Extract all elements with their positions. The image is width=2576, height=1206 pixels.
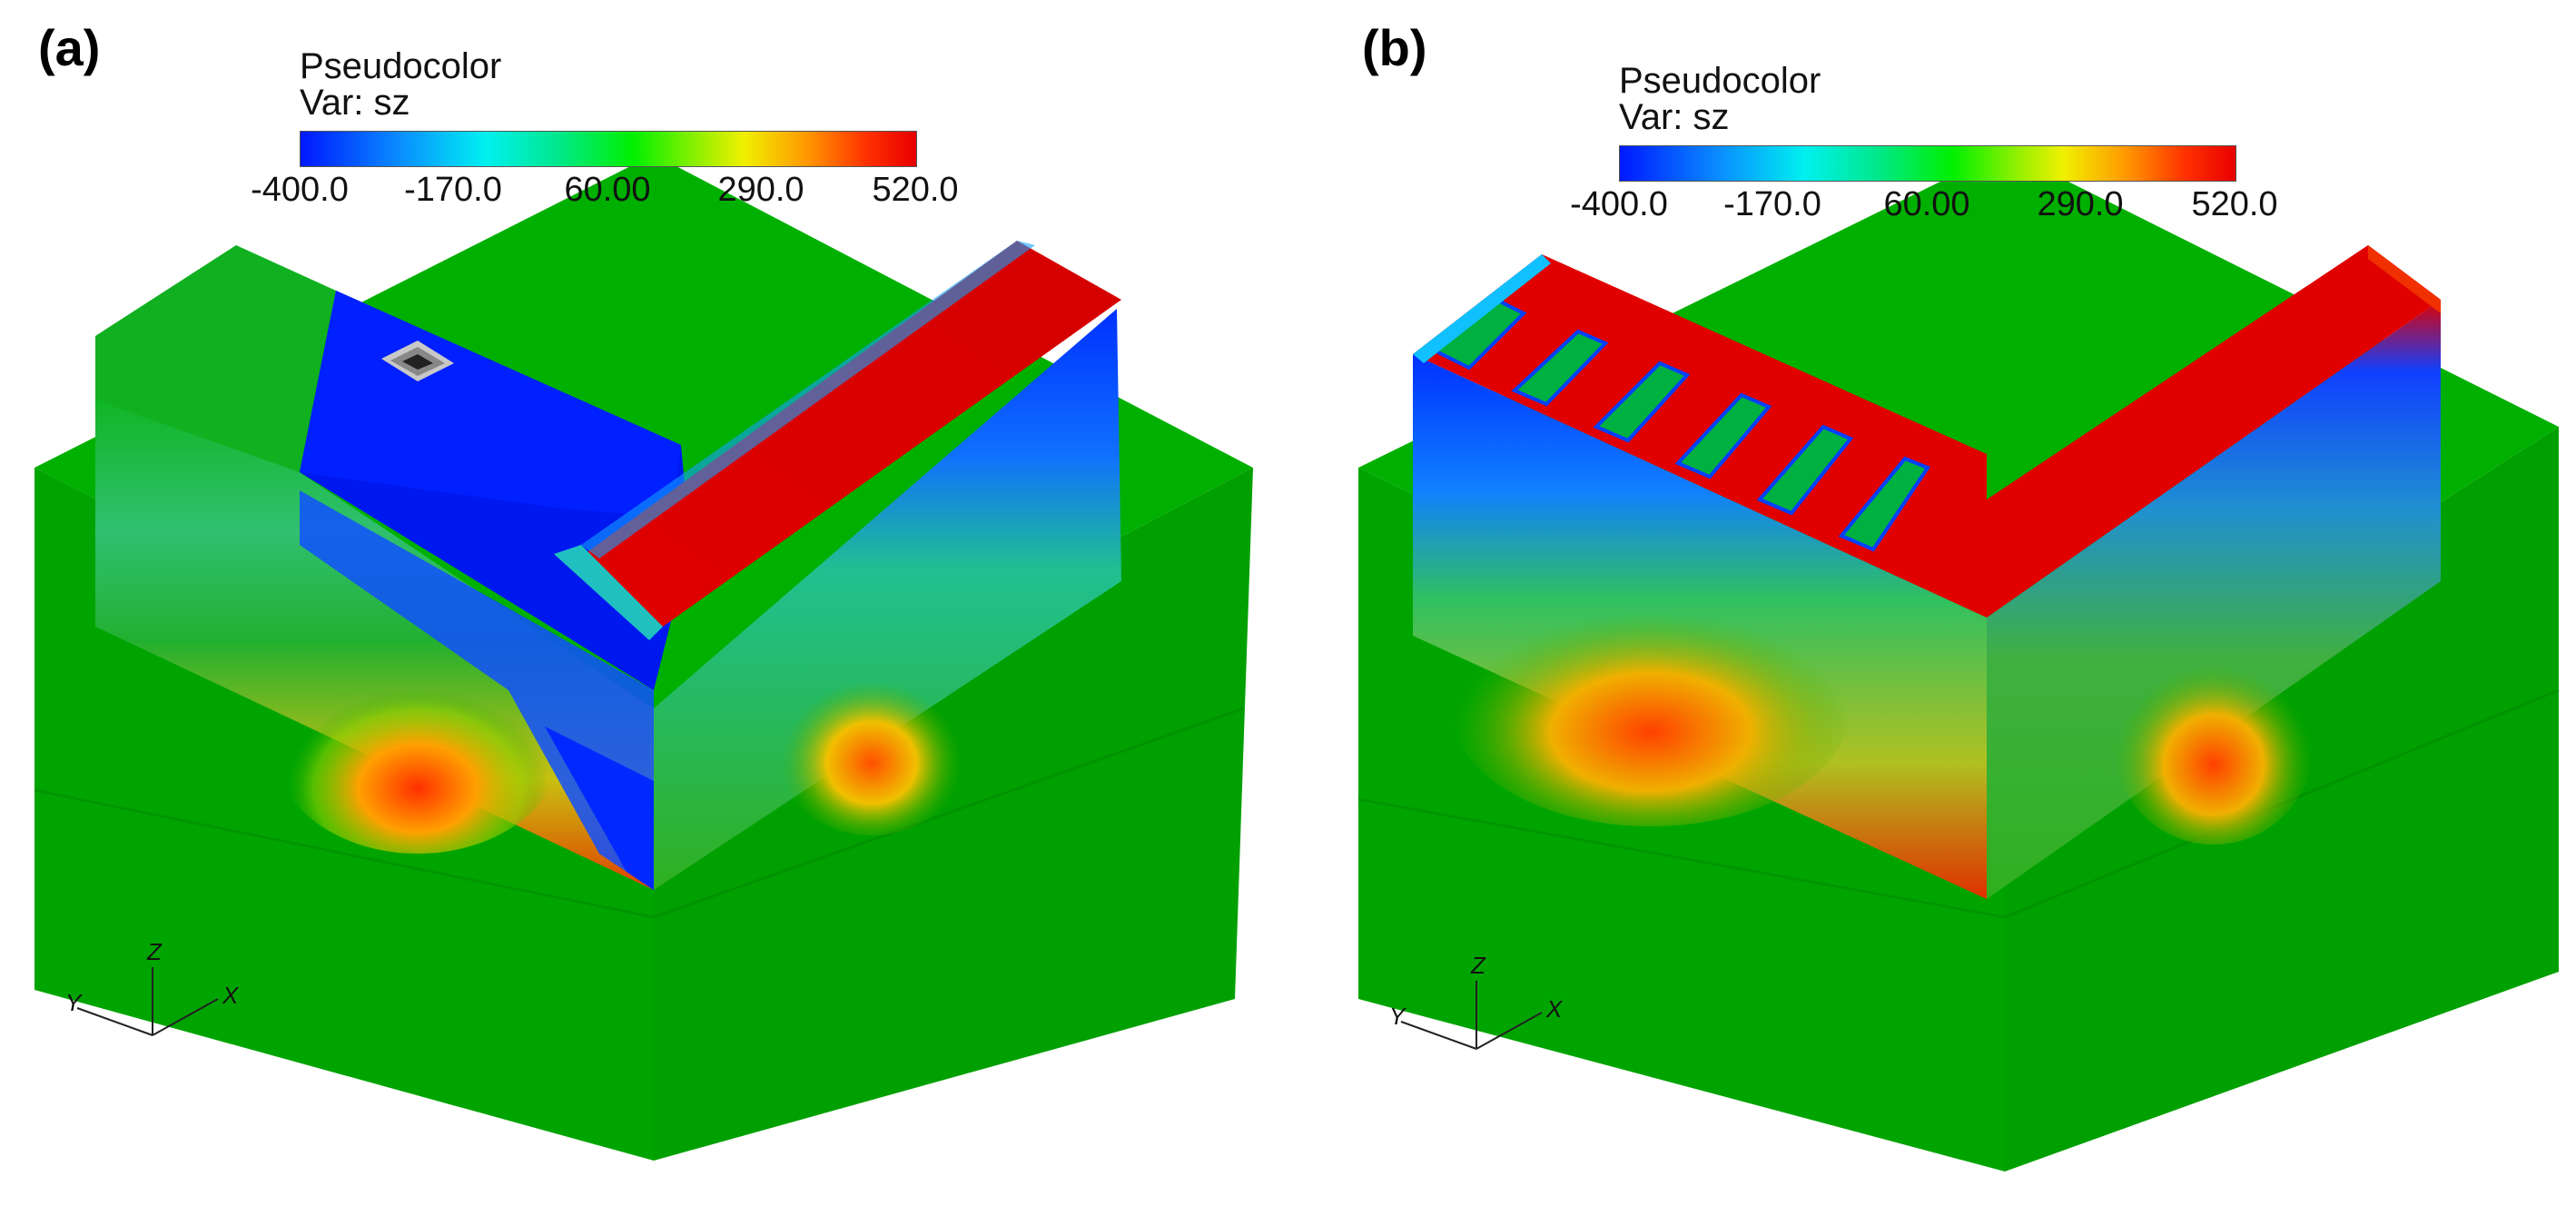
deposit-top-green bbox=[95, 245, 336, 472]
legend-title: Pseudocolor bbox=[1619, 61, 1821, 101]
panel-a: Z X Y (a) Pseudocolor Var: sz -400.0 -17… bbox=[34, 19, 1253, 1161]
axis-z-label: Z bbox=[146, 938, 163, 965]
deposit-top-red bbox=[572, 241, 1121, 627]
colorbar bbox=[1619, 145, 2236, 182]
stress-plot-3d-b: Z X Y bbox=[1357, 150, 2560, 1171]
axis-z-label: Z bbox=[1470, 952, 1486, 979]
colorbar-tick: 290.0 bbox=[717, 171, 804, 209]
colorbar-tick: 60.00 bbox=[564, 171, 651, 209]
deposit-right-face bbox=[654, 309, 1121, 890]
colorbar-tick: -170.0 bbox=[1723, 185, 1821, 223]
colorbar-tick: -400.0 bbox=[251, 171, 349, 209]
axis-x-label: X bbox=[222, 982, 240, 1009]
colorbar-tick: 60.00 bbox=[1883, 185, 1970, 223]
axis-y-label: Y bbox=[1389, 1003, 1406, 1030]
colorbar-tick: -170.0 bbox=[404, 171, 502, 209]
colorbar-legend-a: Pseudocolor Var: sz -400.0 -170.0 60.00 … bbox=[232, 47, 958, 211]
defect-spot bbox=[381, 341, 454, 381]
zigzag-scan-pattern bbox=[1429, 297, 1931, 552]
deposit-top-red-left bbox=[1413, 254, 1987, 618]
deposit-top-red-right bbox=[1905, 245, 2441, 618]
axis-y-label: Y bbox=[65, 989, 83, 1016]
colorbar-tick: 520.0 bbox=[2191, 185, 2278, 223]
colorbar-tick: -400.0 bbox=[1570, 185, 1668, 223]
colorbar-tick: 290.0 bbox=[2037, 185, 2124, 223]
deposit-right-face bbox=[1987, 300, 2441, 899]
colorbar-legend-b: Pseudocolor Var: sz -400.0 -170.0 60.00 … bbox=[1551, 62, 2277, 225]
legend-title: Pseudocolor bbox=[300, 46, 502, 86]
panel-label-a: (a) bbox=[38, 19, 101, 76]
deposit-top-blue bbox=[300, 291, 681, 518]
colorbar bbox=[300, 131, 917, 167]
colorbar-tick: 520.0 bbox=[872, 171, 959, 209]
axis-triad-a bbox=[76, 967, 219, 1036]
legend-var: Var: sz bbox=[1619, 97, 1730, 137]
legend-var: Var: sz bbox=[300, 83, 410, 123]
axis-x-label: X bbox=[1545, 995, 1564, 1023]
stress-plot-3d-a: Z X Y bbox=[34, 154, 1253, 1161]
base-right-face bbox=[654, 468, 1253, 1161]
panel-b: Z X Y (b) Pseudocolor Var: sz -400.0 -17… bbox=[1288, 0, 2576, 1206]
axis-triad-b bbox=[1400, 981, 1543, 1050]
panel-label-b: (b) bbox=[1362, 19, 1427, 76]
